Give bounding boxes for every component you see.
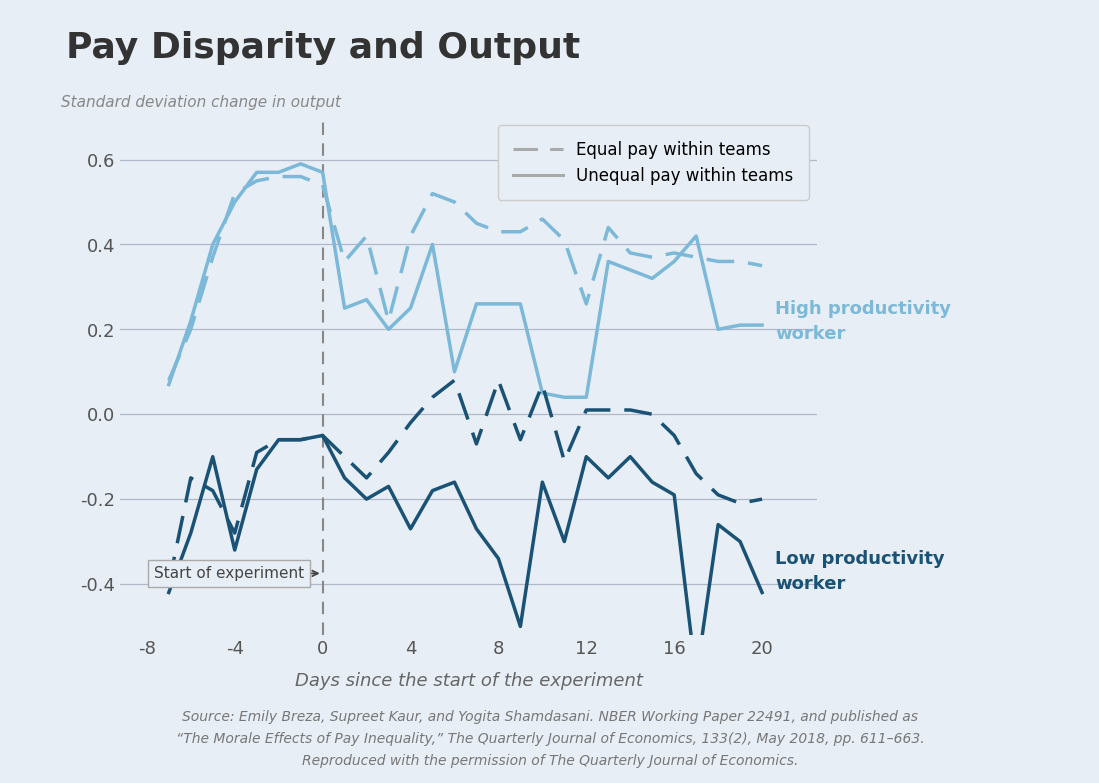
Text: Start of experiment: Start of experiment — [154, 566, 303, 581]
Text: Pay Disparity and Output: Pay Disparity and Output — [66, 31, 580, 65]
Legend: Equal pay within teams, Unequal pay within teams: Equal pay within teams, Unequal pay with… — [498, 125, 808, 200]
Text: High productivity
worker: High productivity worker — [775, 300, 951, 342]
Text: Source: Emily Breza, Supreet Kaur, and Yogita Shamdasani. NBER Working Paper 224: Source: Emily Breza, Supreet Kaur, and Y… — [176, 710, 923, 767]
X-axis label: Days since the start of the experiment: Days since the start of the experiment — [295, 672, 642, 690]
Text: Standard deviation change in output: Standard deviation change in output — [62, 95, 341, 110]
Text: Low productivity
worker: Low productivity worker — [775, 550, 944, 593]
